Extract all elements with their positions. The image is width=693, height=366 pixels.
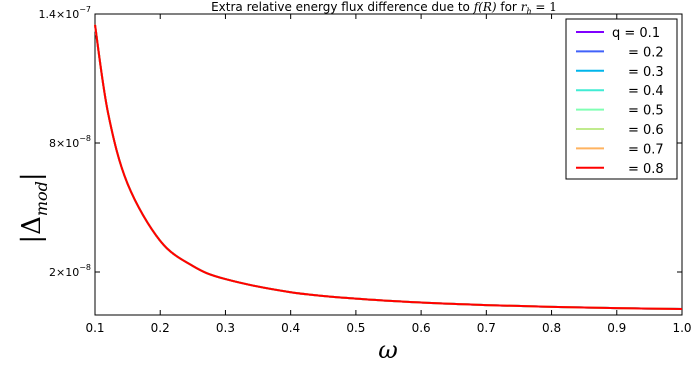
- x-tick-label: 1.0: [672, 321, 691, 335]
- y-tick-label: 1.4×10−7: [38, 5, 91, 21]
- legend-label: q = 0.1: [612, 26, 660, 41]
- legend-label: = 0.6: [628, 123, 664, 138]
- legend-label: = 0.3: [628, 65, 664, 80]
- x-tick-label: 0.6: [412, 321, 431, 335]
- y-axis-label: |Δmod|: [17, 172, 51, 243]
- legend-label: = 0.4: [628, 84, 664, 99]
- x-axis-label: ω: [378, 336, 398, 364]
- legend: q = 0.1 = 0.2 = 0.3 = 0.4 = 0.5 = 0.6 = 0.7 = 0…: [566, 19, 677, 179]
- x-tick-label: 0.8: [542, 321, 561, 335]
- x-tick-label: 0.5: [346, 321, 365, 335]
- y-axis-label-close: |: [17, 172, 47, 181]
- x-tick-label: 0.3: [216, 321, 235, 335]
- y-axis-label-sub: mod: [32, 181, 51, 216]
- legend-label: = 0.7: [628, 142, 664, 157]
- legend-label: = 0.2: [628, 45, 664, 60]
- chart-title-rh-val: = 1: [532, 0, 557, 14]
- x-tick-label: 0.7: [477, 321, 496, 335]
- y-tick-label: 2×10−8: [49, 263, 91, 279]
- y-tick-label: 8×10−8: [49, 134, 91, 150]
- x-tick-label: 0.2: [151, 321, 170, 335]
- x-tick-label: 0.9: [607, 321, 626, 335]
- chart-title-fr: f(R): [473, 0, 497, 14]
- legend-label: = 0.8: [628, 162, 664, 177]
- x-tick-label: 0.1: [85, 321, 104, 335]
- y-axis-label-main: |Δ: [17, 216, 47, 244]
- chart-title-mid: for: [497, 0, 521, 14]
- x-tick-label: 0.4: [281, 321, 300, 335]
- chart-title-prefix: Extra relative energy flux difference du…: [211, 0, 474, 14]
- legend-label: = 0.5: [628, 104, 664, 119]
